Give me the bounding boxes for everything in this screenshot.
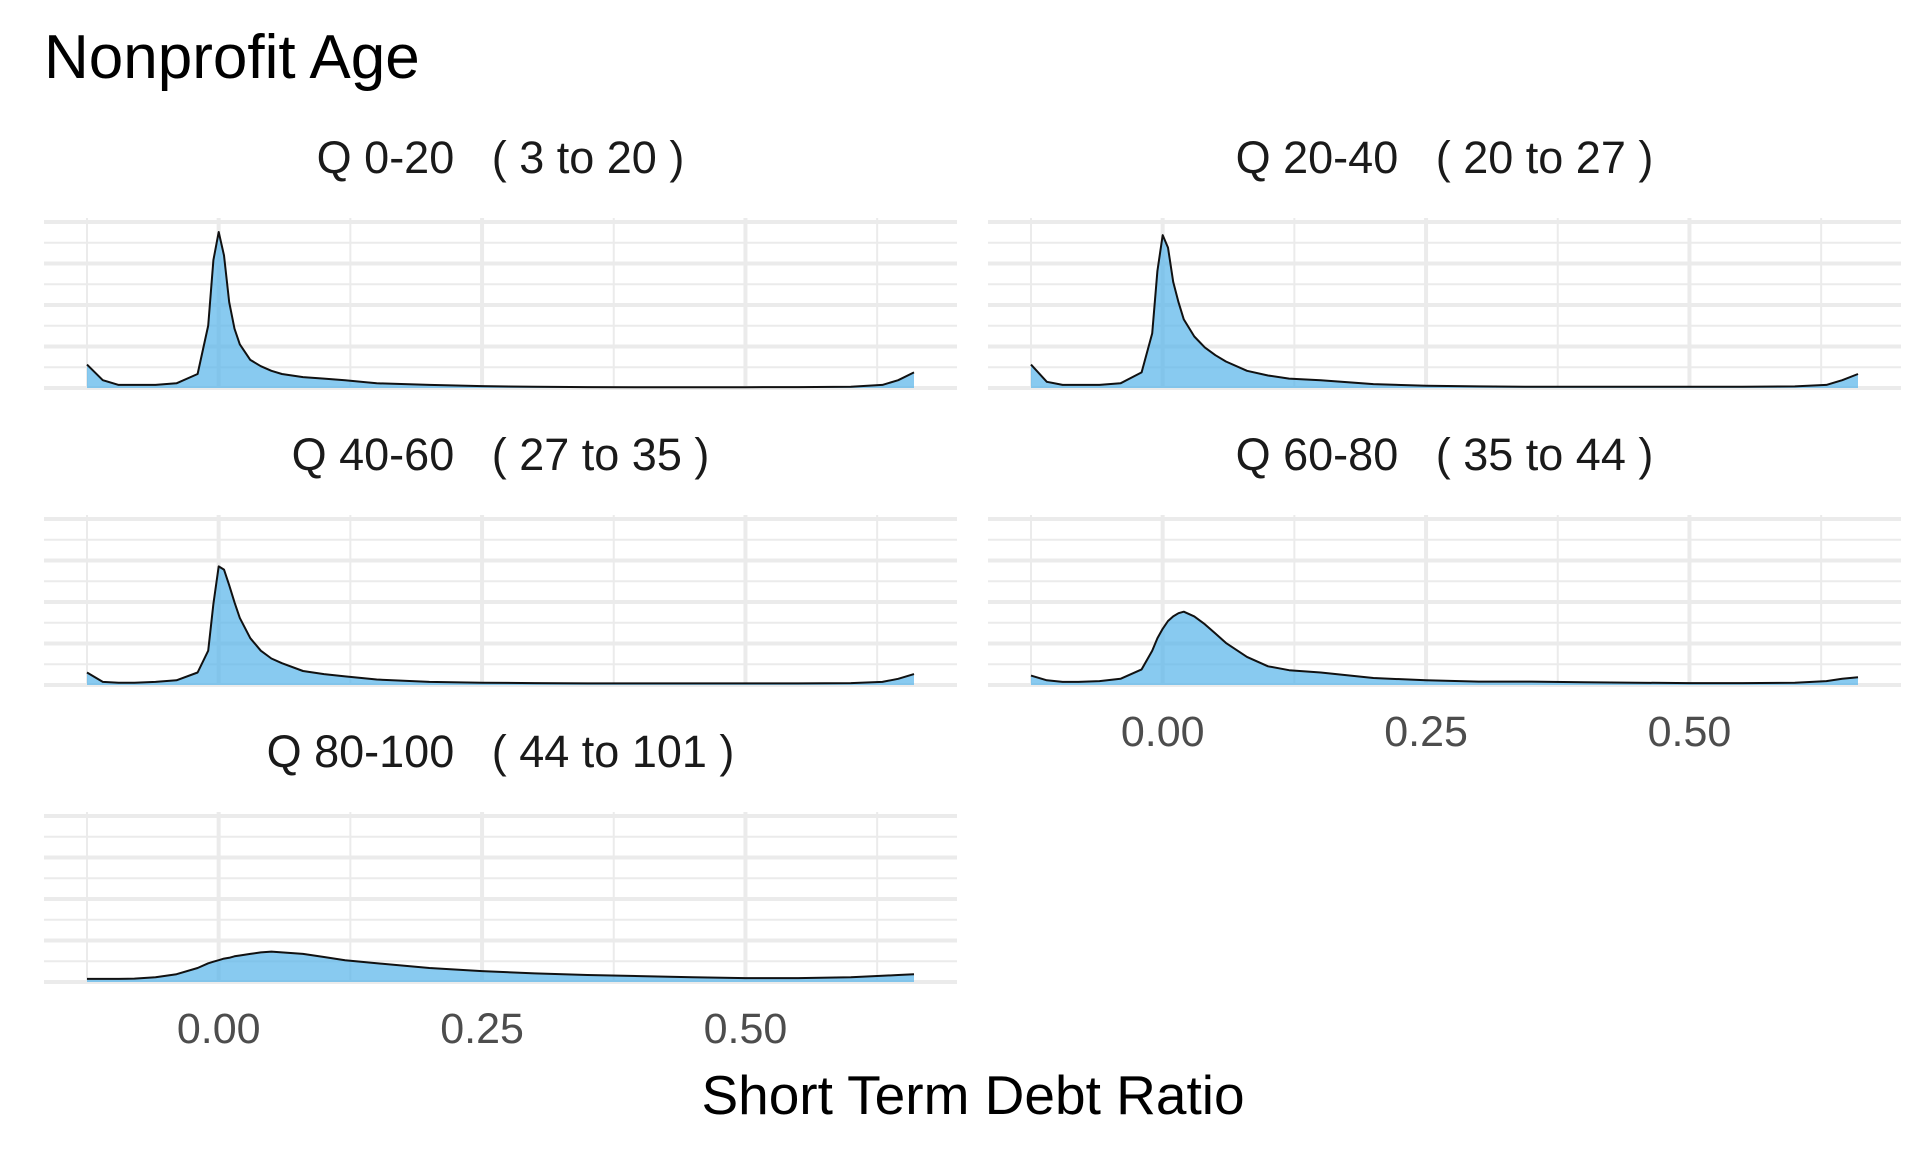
facet-panel: Q 60-80 ( 35 to 44 ) [988, 429, 1901, 687]
x-tick-label: 0.50 [1648, 708, 1732, 756]
facet-panel: Q 80-100 ( 44 to 101 ) [44, 726, 957, 984]
density-line [1030, 234, 1859, 388]
facet-strip-label: Q 80-100 ( 44 to 101 ) [267, 726, 735, 777]
facet-panel: Q 40-60 ( 27 to 35 ) [44, 429, 957, 687]
x-tick-label: 0.25 [1384, 708, 1468, 756]
x-tick-label: 0.50 [704, 1005, 788, 1053]
density-area [1031, 235, 1858, 388]
x-tick-label: 0.00 [177, 1005, 261, 1053]
x-tick-labels: 0.00 0.25 0.50 0.00 0.25 0.50 [177, 708, 1731, 1053]
facet-panels: Q 0-20 ( 3 to 20 ) Q 20-40 ( 20 to 27 ) Q … [44, 132, 1901, 984]
chart-title: Nonprofit Age [44, 23, 420, 92]
density-area [87, 951, 914, 982]
x-tick-label: 0.00 [1121, 708, 1205, 756]
x-tick-label: 0.25 [440, 1005, 524, 1053]
x-axis-label: Short Term Debt Ratio [701, 1064, 1244, 1126]
facet-strip-label: Q 60-80 ( 35 to 44 ) [1236, 429, 1654, 480]
facet-strip-label: Q 40-60 ( 27 to 35 ) [292, 429, 710, 480]
density-line [86, 231, 915, 389]
density-area [1031, 611, 1858, 685]
density-line [1030, 610, 1859, 685]
facet-panel: Q 20-40 ( 20 to 27 ) [988, 132, 1901, 390]
density-area [87, 232, 914, 388]
facet-strip-label: Q 0-20 ( 3 to 20 ) [317, 132, 685, 183]
density-line [87, 950, 915, 980]
density-line [86, 565, 915, 685]
facet-strip-label: Q 20-40 ( 20 to 27 ) [1236, 132, 1654, 183]
facet-panel: Q 0-20 ( 3 to 20 ) [44, 132, 957, 390]
